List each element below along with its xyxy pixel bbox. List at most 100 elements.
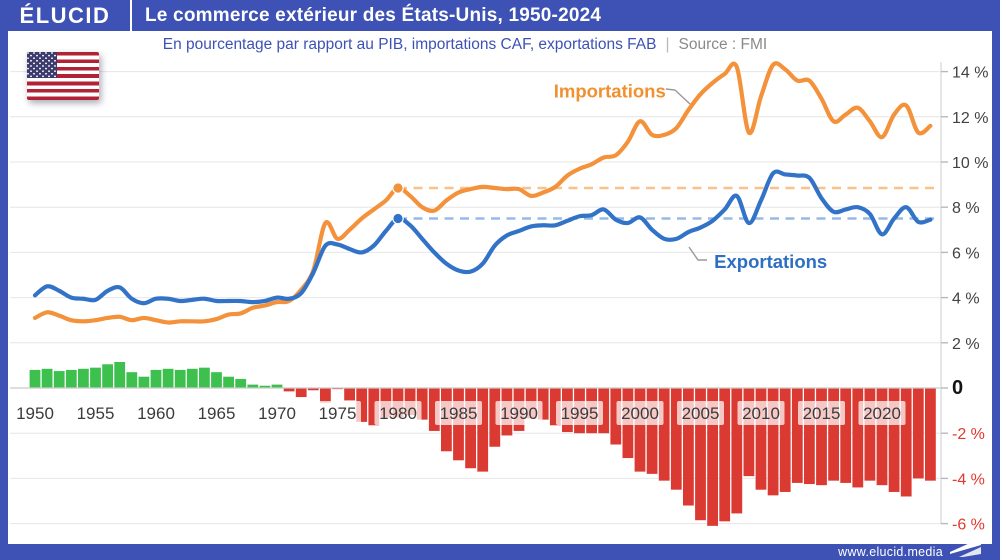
balance-bar bbox=[441, 388, 452, 452]
balance-bar bbox=[804, 388, 815, 485]
balance-bar bbox=[562, 388, 573, 433]
x-tick-label: 2015 bbox=[803, 404, 841, 423]
balance-bar bbox=[223, 376, 234, 388]
exportations-line bbox=[32, 169, 933, 306]
balance-bar bbox=[537, 388, 549, 420]
balance-bar bbox=[211, 372, 222, 388]
us-flag-icon bbox=[27, 52, 99, 100]
balance-bar bbox=[344, 388, 355, 401]
balance-bar bbox=[670, 388, 682, 490]
balance-bar bbox=[513, 388, 525, 431]
balance-bar bbox=[65, 369, 77, 388]
balance-bar bbox=[816, 388, 827, 486]
balance-bar bbox=[174, 369, 186, 388]
balance-bar bbox=[900, 388, 912, 497]
balance-bar bbox=[646, 388, 658, 474]
balance-bar bbox=[755, 388, 767, 490]
balance-bar bbox=[912, 388, 924, 479]
x-tick-label: 1990 bbox=[500, 404, 538, 423]
subtitle-separator: | bbox=[665, 35, 670, 53]
y-tick-label: 4 % bbox=[952, 291, 980, 308]
balance-bar bbox=[404, 388, 416, 416]
chart-subtitle: En pourcentage par rapport au PIB, impor… bbox=[0, 31, 930, 58]
balance-bar bbox=[525, 388, 537, 419]
balance-bar bbox=[743, 388, 755, 477]
balance-bar bbox=[235, 378, 247, 388]
balance-bar bbox=[199, 367, 210, 388]
balance-bar bbox=[549, 388, 561, 426]
balance-bar bbox=[295, 388, 307, 398]
series-labels: Importations Exportations bbox=[554, 81, 827, 273]
y-axis: 14 % 12 % 10 % 8 % 6 % 4 % 2 % 0 -2 % -4 % -6 % bbox=[940, 62, 988, 534]
balance-bar bbox=[332, 388, 343, 390]
y-tick-label: 2 % bbox=[952, 336, 980, 353]
balance-bar bbox=[102, 364, 113, 388]
footer-bar: www.elucid.media bbox=[0, 538, 1000, 560]
x-tick-label: 2005 bbox=[682, 404, 720, 423]
balance-bar bbox=[501, 388, 513, 436]
reference-lines-1980 bbox=[398, 186, 938, 220]
balance-bar bbox=[465, 388, 476, 469]
y-tick-label: -4 % bbox=[952, 471, 985, 488]
balance-bar bbox=[828, 388, 839, 481]
balance-bar bbox=[380, 388, 392, 418]
balance-bar bbox=[791, 388, 803, 483]
x-tick-label: 1980 bbox=[379, 404, 417, 423]
balance-bar bbox=[658, 388, 670, 481]
x-tick-label: 1975 bbox=[319, 404, 357, 423]
balance-bar bbox=[162, 368, 174, 388]
frame-border-right bbox=[992, 31, 1000, 560]
y-tick-label: 0 bbox=[952, 377, 963, 399]
x-tick-label: 2000 bbox=[621, 404, 659, 423]
balance-bar bbox=[247, 384, 259, 388]
balance-bar bbox=[138, 376, 150, 388]
balance-bar bbox=[186, 368, 198, 388]
x-tick-label: 2020 bbox=[863, 404, 901, 423]
markers-1980 bbox=[392, 182, 404, 225]
balance-bar bbox=[477, 388, 489, 472]
x-tick-label: 1985 bbox=[440, 404, 478, 423]
exportations-line-group bbox=[32, 169, 933, 306]
x-tick-label: 1960 bbox=[137, 404, 175, 423]
balance-bar bbox=[598, 388, 610, 434]
balance-bar bbox=[622, 388, 634, 459]
balance-bar bbox=[610, 388, 622, 445]
balance-bar bbox=[574, 388, 585, 434]
subtitle-text: En pourcentage par rapport au PIB, impor… bbox=[162, 35, 657, 53]
balance-bar bbox=[767, 388, 779, 496]
x-tick-label: 1950 bbox=[16, 404, 54, 423]
balance-bars bbox=[29, 362, 936, 526]
balance-bar bbox=[41, 368, 53, 388]
balance-bar bbox=[53, 371, 65, 388]
balance-bar bbox=[126, 372, 138, 388]
x-tick-label: 2010 bbox=[742, 404, 780, 423]
y-tick-label: 8 % bbox=[952, 200, 980, 217]
balance-bar bbox=[416, 388, 428, 420]
y-tick-label: 10 % bbox=[952, 155, 988, 172]
balance-bar bbox=[392, 388, 404, 418]
balance-bar bbox=[707, 388, 718, 526]
y-tick-label: -2 % bbox=[952, 426, 985, 443]
marker-dot-1980 bbox=[392, 212, 404, 225]
balance-bar bbox=[731, 388, 743, 514]
header-divider bbox=[130, 0, 132, 31]
balance-bar bbox=[489, 388, 501, 447]
balance-bar bbox=[840, 388, 852, 483]
marker-dot-1980 bbox=[392, 182, 404, 194]
y-tick-label: 6 % bbox=[952, 245, 980, 262]
importations-line bbox=[32, 61, 933, 325]
balance-bar bbox=[283, 388, 295, 392]
balance-bar bbox=[634, 388, 646, 472]
x-tick-label: 1970 bbox=[258, 404, 296, 423]
elucid-arrow-icon bbox=[950, 538, 981, 557]
balance-bar bbox=[150, 369, 162, 388]
balance-bar bbox=[695, 388, 706, 521]
x-axis-labels: 1950 1955 1960 1965 1970 1975 1980 1985 1990 1995… bbox=[11, 401, 906, 425]
y-tick-label: -6 % bbox=[952, 517, 985, 534]
header-bar: ÉLUCID Le commerce extérieur des États-U… bbox=[0, 0, 1000, 31]
balance-bar bbox=[428, 388, 440, 431]
balance-bar bbox=[683, 388, 694, 506]
balance-bar bbox=[779, 388, 791, 492]
website-url: www.elucid.media bbox=[838, 545, 943, 559]
